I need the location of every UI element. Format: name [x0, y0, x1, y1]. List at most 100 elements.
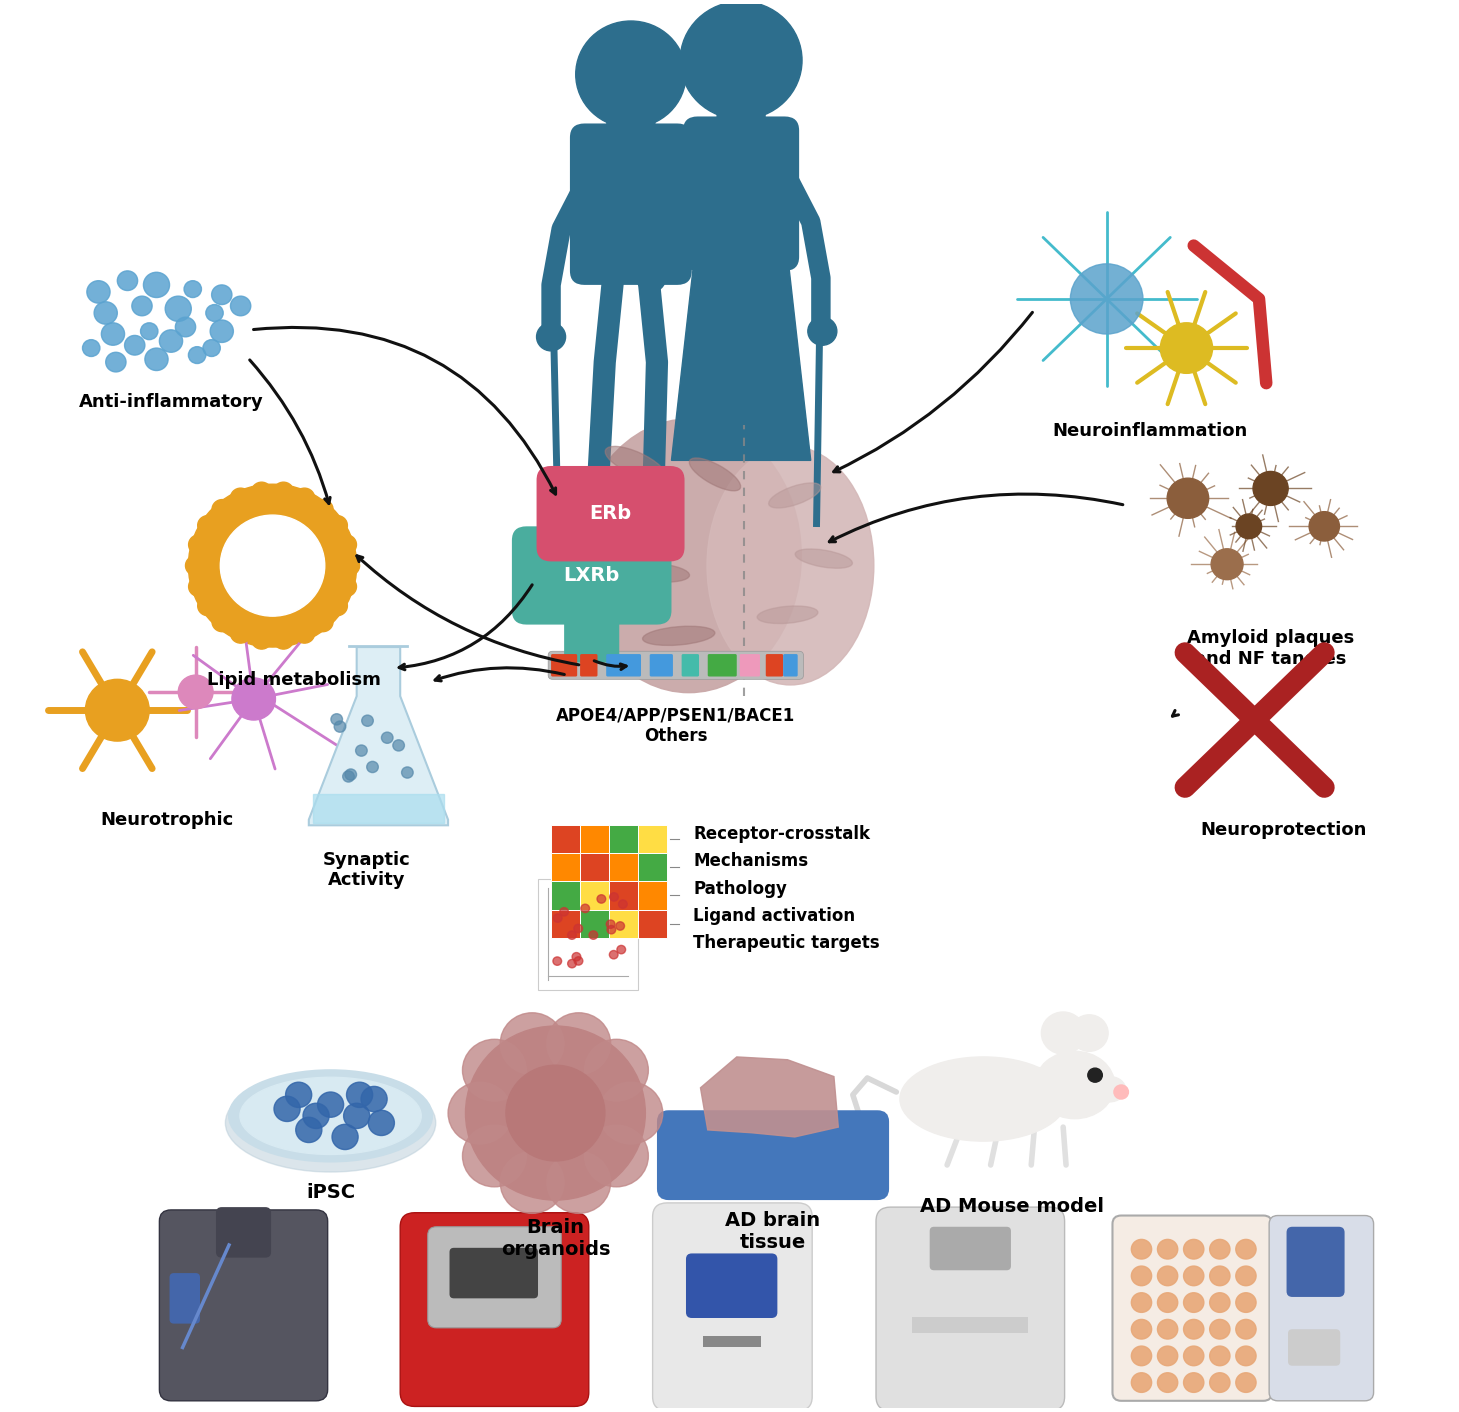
Circle shape: [1210, 1372, 1230, 1392]
Text: Neuroinflammation: Neuroinflammation: [1052, 422, 1247, 441]
FancyBboxPatch shape: [929, 1227, 1011, 1271]
Bar: [638, 853, 667, 881]
Circle shape: [327, 596, 347, 616]
Bar: [581, 909, 608, 938]
FancyBboxPatch shape: [605, 654, 641, 676]
Circle shape: [178, 675, 213, 709]
Circle shape: [1157, 1293, 1177, 1312]
FancyBboxPatch shape: [1287, 1227, 1345, 1298]
Circle shape: [597, 895, 605, 904]
Circle shape: [1309, 511, 1339, 541]
Bar: [608, 909, 638, 938]
FancyBboxPatch shape: [740, 654, 760, 676]
FancyBboxPatch shape: [1288, 1329, 1341, 1365]
Circle shape: [220, 515, 325, 616]
Circle shape: [198, 596, 217, 616]
Circle shape: [537, 323, 566, 350]
Circle shape: [347, 1082, 372, 1107]
Bar: [638, 909, 667, 938]
Circle shape: [360, 1086, 387, 1111]
Circle shape: [188, 347, 206, 363]
Circle shape: [381, 731, 392, 743]
Circle shape: [700, 264, 730, 292]
FancyBboxPatch shape: [683, 116, 800, 271]
Circle shape: [575, 957, 582, 966]
Text: Receptor-crosstalk
Mechanisms
Pathology
Ligand activation
Therapeutic targets: Receptor-crosstalk Mechanisms Pathology …: [693, 825, 880, 952]
Circle shape: [607, 925, 616, 933]
Circle shape: [251, 481, 271, 501]
Circle shape: [295, 489, 315, 508]
Circle shape: [165, 297, 191, 322]
Bar: [608, 881, 638, 909]
Circle shape: [295, 624, 315, 642]
Circle shape: [274, 1096, 301, 1121]
Text: AD Mouse model: AD Mouse model: [921, 1197, 1104, 1216]
Circle shape: [607, 921, 614, 929]
Circle shape: [105, 352, 125, 371]
Circle shape: [1210, 1240, 1230, 1260]
Circle shape: [1236, 1372, 1256, 1392]
Circle shape: [198, 515, 217, 535]
Circle shape: [1131, 1293, 1151, 1312]
Circle shape: [1236, 1319, 1256, 1339]
FancyBboxPatch shape: [657, 1110, 889, 1200]
Circle shape: [506, 1065, 605, 1161]
Circle shape: [581, 904, 589, 912]
Circle shape: [1088, 1067, 1103, 1082]
Circle shape: [1160, 323, 1212, 373]
Bar: [912, 1316, 1029, 1333]
Circle shape: [1183, 1240, 1204, 1260]
Circle shape: [1236, 1293, 1256, 1312]
Bar: [581, 853, 608, 881]
FancyBboxPatch shape: [686, 1254, 778, 1317]
Circle shape: [572, 953, 581, 962]
Circle shape: [336, 576, 356, 596]
Circle shape: [1210, 1346, 1230, 1365]
Circle shape: [610, 892, 619, 901]
Circle shape: [303, 1103, 330, 1128]
Circle shape: [1071, 264, 1142, 335]
Circle shape: [680, 1, 802, 119]
Circle shape: [585, 1125, 648, 1187]
Circle shape: [547, 1012, 611, 1075]
Ellipse shape: [225, 1073, 436, 1172]
Circle shape: [568, 931, 576, 939]
Circle shape: [203, 340, 220, 356]
Circle shape: [1183, 1293, 1204, 1312]
Bar: [552, 909, 581, 938]
FancyBboxPatch shape: [537, 466, 684, 562]
Circle shape: [1183, 1267, 1204, 1286]
FancyBboxPatch shape: [783, 654, 798, 676]
Circle shape: [210, 321, 233, 343]
Bar: [638, 881, 667, 909]
Circle shape: [1157, 1346, 1177, 1365]
Circle shape: [617, 946, 626, 953]
FancyBboxPatch shape: [1269, 1216, 1373, 1401]
Circle shape: [356, 746, 368, 757]
Polygon shape: [309, 647, 448, 825]
Circle shape: [140, 323, 158, 340]
FancyBboxPatch shape: [552, 654, 578, 676]
FancyBboxPatch shape: [681, 654, 699, 676]
FancyBboxPatch shape: [652, 1203, 813, 1411]
Circle shape: [318, 1091, 344, 1117]
FancyBboxPatch shape: [570, 123, 692, 285]
Circle shape: [600, 1082, 662, 1144]
Circle shape: [124, 336, 144, 354]
Circle shape: [500, 1152, 565, 1213]
Circle shape: [344, 770, 356, 781]
Circle shape: [333, 1124, 357, 1149]
Circle shape: [1113, 1084, 1128, 1099]
Circle shape: [312, 611, 333, 631]
Circle shape: [336, 535, 356, 555]
Circle shape: [175, 318, 196, 337]
Circle shape: [368, 1110, 394, 1135]
Circle shape: [212, 285, 232, 305]
Circle shape: [286, 1082, 312, 1107]
Circle shape: [312, 500, 333, 520]
Text: Neuroprotection: Neuroprotection: [1201, 822, 1367, 839]
Text: Amyloid plaques
and NF tangles: Amyloid plaques and NF tangles: [1188, 628, 1354, 668]
Ellipse shape: [1094, 1076, 1125, 1101]
Ellipse shape: [576, 419, 801, 693]
Circle shape: [1236, 1267, 1256, 1286]
